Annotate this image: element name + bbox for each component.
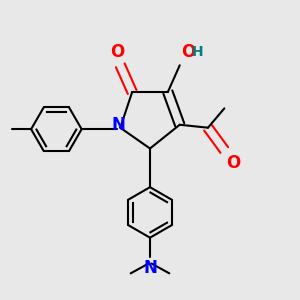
Text: N: N bbox=[143, 260, 157, 278]
Text: O: O bbox=[110, 44, 124, 62]
Text: N: N bbox=[112, 116, 126, 134]
Text: H: H bbox=[192, 45, 203, 59]
Text: O: O bbox=[226, 154, 240, 172]
Text: O: O bbox=[181, 44, 196, 62]
